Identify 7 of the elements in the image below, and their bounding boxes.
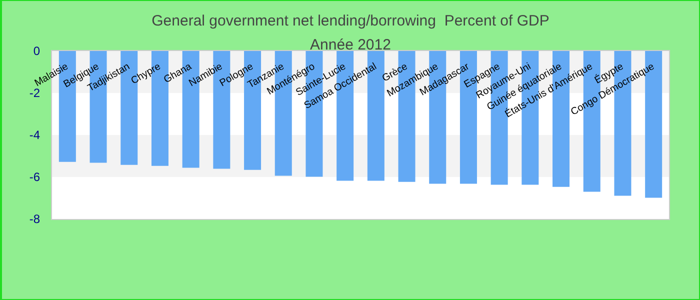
chart-title: General government net lending/borrowing Percent of GDP <box>152 12 550 30</box>
y-tick-label: -6 <box>29 170 40 184</box>
y-tick-label: 0 <box>33 44 40 58</box>
chart-subtitle: Année 2012 <box>310 36 391 54</box>
y-tick-label: -8 <box>29 212 40 226</box>
y-tick-label: -2 <box>29 86 40 100</box>
y-tick-label: -4 <box>29 128 40 142</box>
